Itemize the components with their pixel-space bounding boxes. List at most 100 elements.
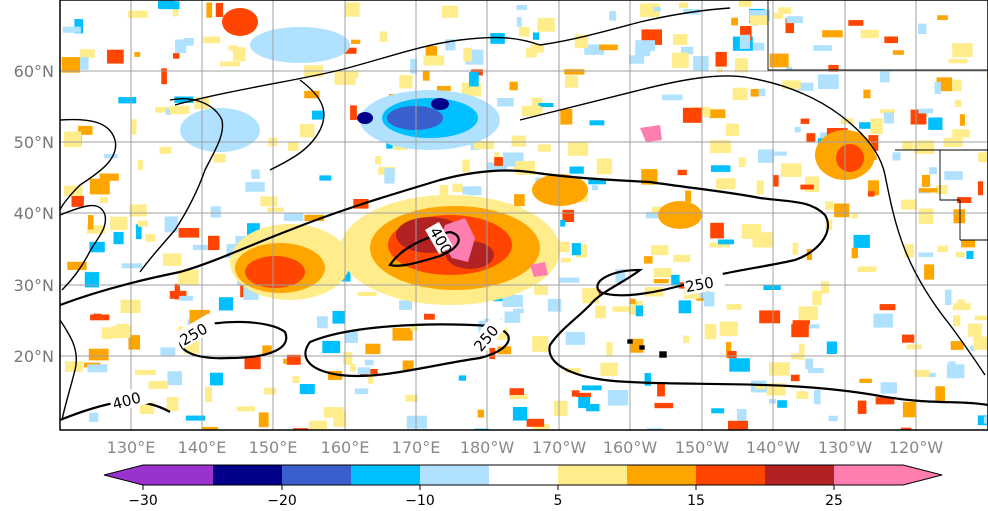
anomaly-speckle [137,159,143,171]
anomaly-speckle [857,266,877,272]
anomaly-speckle [575,244,587,258]
anomaly-speckle [685,190,692,203]
anomaly-speckle [786,66,792,72]
anomaly-speckle [304,90,320,99]
anomaly-speckle [339,47,357,54]
korea-coast [60,204,107,291]
anomaly-speckle [918,108,934,114]
anomaly-speckle [437,85,451,91]
anomaly-speckle [565,332,585,345]
anomaly-speckle [537,428,546,430]
anomaly-speckle [468,186,482,196]
anomaly-speckle [924,264,935,280]
anomaly-speckle [127,10,148,18]
anomaly-speckle [968,323,982,337]
anomaly-speckle [159,146,172,154]
anomaly-speckle [927,372,936,378]
anomaly-speckle [357,367,371,375]
anomaly-speckle [179,295,193,301]
anomaly-speckle [961,240,975,248]
anomaly-speckle [792,242,799,255]
anomaly-speckle [754,88,766,97]
anomaly-speckle [135,369,156,375]
anomaly-speckle [551,241,570,253]
anomaly-speckle [379,31,388,42]
anomaly-speckle [791,324,809,338]
anomaly-speckle [718,239,735,245]
lon-label-150w: 150°W [675,438,730,457]
anomaly-speckle [138,220,148,227]
anomaly-speckle [523,106,542,116]
anomaly-speckle [906,344,922,350]
philippines-coast [60,319,77,421]
anomaly-speckle [158,0,175,9]
anomaly-speckle [487,162,507,171]
anomaly-speckle [902,401,916,418]
anomaly-speckle [399,300,412,310]
anomaly-speckle [84,272,99,288]
anomaly-speckle [99,173,119,181]
colorbar-tick-label: 5 [554,493,563,509]
anomaly-speckle [87,364,108,373]
anomaly-speckle [640,3,660,18]
anomaly-speckle [928,117,943,130]
anomaly-speckle [565,75,579,88]
anomaly-speckle [61,57,80,73]
anomaly-speckle [509,388,524,395]
anomaly-speckle [210,206,221,218]
anomaly-speckle [645,212,661,219]
anomaly-speckle [805,176,820,192]
anomaly-speckle [952,79,962,92]
anomaly-speckle [292,376,300,383]
anomaly-speckle [202,427,218,430]
colorbar-tick-label: −20 [267,493,297,509]
anomaly-speckle [118,97,137,104]
anomaly-speckle [758,149,775,163]
anomaly-speckle [104,154,118,159]
anomaly-speckle [316,316,328,329]
anomaly-speckle [537,144,551,152]
anomaly-speckle [653,7,661,12]
anomaly-speckle [732,87,748,101]
anomaly-speckle [423,55,445,66]
warm-cluster-red [222,8,258,36]
anomaly-speckle [568,141,589,156]
colorbar-tick-marks [142,485,835,490]
anomaly-speckle [452,183,463,193]
anomaly-speckle [258,412,269,428]
anomaly-speckle [564,69,585,75]
anomaly-speckle [343,352,353,365]
anomaly-speckle [806,133,816,143]
anomaly-speckle [828,415,838,422]
anomaly-speckle [458,375,466,381]
anomaly-speckle [672,52,689,69]
longitude-labels: 130°E 140°E 150°E 160°E 170°E 180°W 170°… [107,438,944,457]
map-frame [59,0,988,431]
anomaly-speckle [681,46,694,55]
anomaly-speckle [111,326,131,338]
anomaly-speckle [516,5,528,10]
anomaly-speckle [818,74,839,89]
anomaly-speckle [629,298,636,304]
anomaly-speckle [654,402,674,409]
cold-cluster-navy [357,112,373,124]
anomaly-speckle [653,279,669,284]
lon-label-140e: 140°E [178,438,227,457]
lon-label-180w: 180°W [460,438,515,457]
anomaly-speckle [786,16,803,24]
anomaly-speckle [260,196,278,207]
anomaly-speckle [121,263,143,269]
anomaly-speckle [267,207,284,212]
anomaly-speckle [935,386,945,402]
anomaly-speckle [173,53,180,59]
anomaly-speckle [213,153,226,163]
anomaly-speckle [778,7,791,14]
anomaly-speckle [953,315,961,327]
colorbar-tick-label: 15 [687,493,705,509]
anomaly-speckle [738,0,752,7]
anomaly-speckle [977,152,988,163]
anomaly-speckle [148,381,169,389]
anomaly-speckle [662,94,683,101]
cold-anomaly-clusters [180,27,500,152]
anomaly-speckle [796,391,809,399]
